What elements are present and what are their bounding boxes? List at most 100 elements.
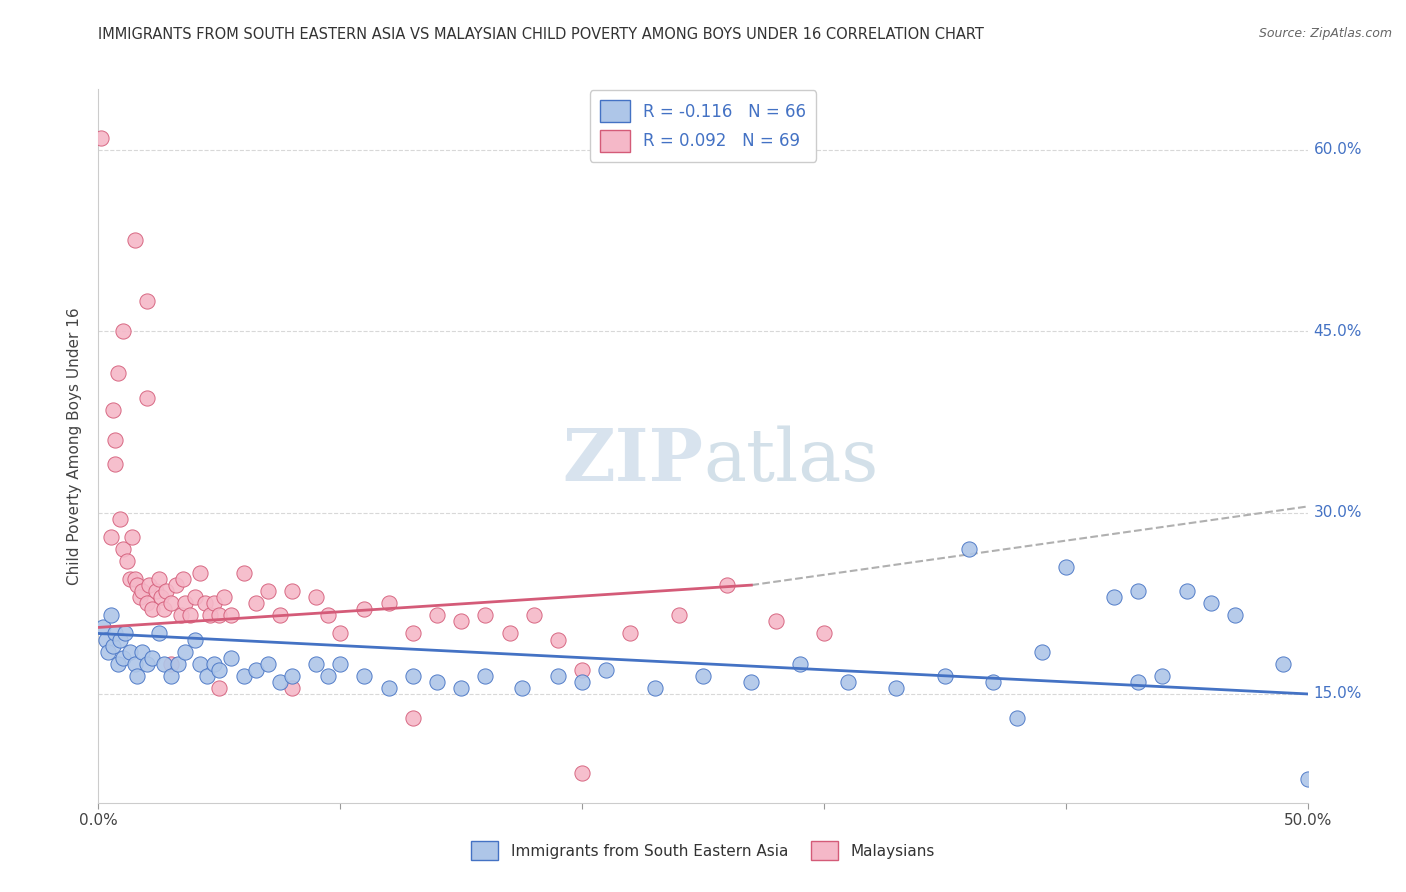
Point (329, 626, 352, 640)
Point (104, 626, 127, 640)
Point (232, 669, 254, 683)
Point (160, 657, 183, 671)
Point (172, 572, 194, 586)
Point (1223, 608, 1246, 623)
Point (188, 566, 211, 580)
Point (198, 608, 221, 623)
Point (138, 578, 160, 592)
Point (94, 632, 117, 647)
Point (114, 626, 136, 640)
Point (305, 657, 328, 671)
Point (377, 681, 399, 695)
Point (281, 681, 304, 695)
Point (692, 669, 714, 683)
Point (118, 572, 141, 586)
Point (1031, 645, 1053, 659)
Point (107, 367, 129, 381)
Point (104, 457, 127, 471)
Point (510, 681, 533, 695)
Point (135, 596, 157, 610)
Point (232, 566, 254, 580)
Point (127, 669, 149, 683)
Text: 45.0%: 45.0% (1313, 324, 1362, 339)
Point (160, 596, 183, 610)
Point (167, 657, 190, 671)
Point (135, 657, 157, 671)
Point (118, 645, 141, 659)
Point (131, 645, 153, 659)
Point (1054, 560, 1077, 574)
Point (101, 639, 124, 653)
Point (174, 596, 197, 610)
Point (108, 632, 131, 647)
Point (740, 674, 762, 689)
Point (141, 650, 163, 665)
Point (148, 626, 170, 640)
Point (121, 530, 143, 544)
Point (100, 530, 122, 544)
Point (104, 433, 127, 447)
Point (208, 681, 231, 695)
Point (245, 663, 267, 677)
Point (1128, 674, 1150, 689)
Point (837, 674, 859, 689)
Point (101, 402, 124, 417)
Point (402, 669, 425, 683)
Text: 30.0%: 30.0% (1313, 505, 1362, 520)
Point (329, 657, 352, 671)
Point (426, 674, 449, 689)
Point (111, 324, 134, 338)
Y-axis label: Child Poverty Among Boys Under 16: Child Poverty Among Boys Under 16 (67, 307, 83, 585)
Text: Source: ZipAtlas.com: Source: ZipAtlas.com (1258, 27, 1392, 40)
Point (595, 663, 617, 677)
Point (135, 391, 157, 405)
Legend: Immigrants from South Eastern Asia, Malaysians: Immigrants from South Eastern Asia, Mala… (465, 835, 941, 866)
Point (221, 650, 243, 665)
Point (1175, 584, 1198, 599)
Point (619, 626, 641, 640)
Point (90, 130, 112, 145)
Point (1128, 584, 1150, 599)
Point (179, 608, 201, 623)
Point (208, 663, 231, 677)
Point (107, 657, 129, 671)
Point (124, 572, 146, 586)
Point (716, 578, 738, 592)
Point (523, 608, 546, 623)
Point (111, 650, 134, 665)
Point (353, 602, 375, 616)
Point (256, 657, 278, 671)
Text: atlas: atlas (703, 425, 879, 496)
Point (571, 765, 593, 780)
Point (184, 632, 207, 647)
Point (124, 233, 146, 247)
Point (135, 293, 157, 308)
Point (934, 669, 956, 683)
Point (204, 596, 226, 610)
Point (124, 657, 146, 671)
Text: IMMIGRANTS FROM SOUTH EASTERN ASIA VS MALAYSIAN CHILD POVERTY AMONG BOYS UNDER 1: IMMIGRANTS FROM SOUTH EASTERN ASIA VS MA… (98, 27, 984, 42)
Point (221, 608, 243, 623)
Point (91, 620, 114, 634)
Point (1007, 711, 1029, 725)
Point (886, 681, 908, 695)
Point (269, 674, 291, 689)
Point (305, 590, 328, 604)
Point (128, 590, 150, 604)
Point (188, 657, 211, 671)
Point (127, 578, 149, 592)
Point (165, 578, 187, 592)
Point (1199, 596, 1222, 610)
Point (212, 590, 235, 604)
Point (152, 602, 174, 616)
Point (208, 608, 231, 623)
Point (117, 554, 139, 568)
Point (1272, 657, 1295, 671)
Point (668, 608, 690, 623)
Point (195, 669, 218, 683)
Point (547, 669, 569, 683)
Point (571, 663, 593, 677)
Point (813, 626, 835, 640)
Point (316, 608, 339, 623)
Point (957, 541, 980, 556)
